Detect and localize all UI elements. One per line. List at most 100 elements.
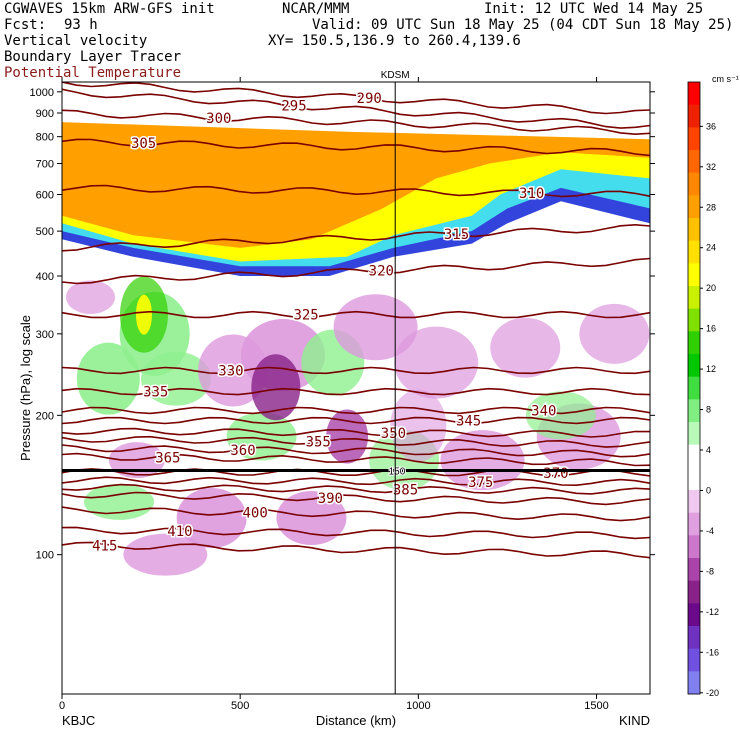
y-tick-label: 700 [36, 159, 54, 171]
velocity-blob [394, 326, 479, 399]
colorbar-swatch [688, 218, 700, 242]
colorbar-label: 24 [706, 243, 716, 253]
colorbar-swatch [688, 603, 700, 627]
y-tick-label: 1000 [30, 87, 54, 99]
colorbar-swatch [688, 354, 700, 378]
colorbar: 36 32 28 24 20 16 12 8 4 0 -4 -8 -12 -16 -20 [687, 81, 719, 698]
valid-time: Valid: 09 UTC Sun 18 May 25 (04 CDT Sun … [312, 17, 734, 33]
theta-contour [62, 138, 650, 157]
theta-contour-label: 365 [155, 451, 180, 467]
velocity-blob [490, 317, 561, 378]
theta-contour [62, 366, 650, 375]
theta-contour-label: 355 [306, 434, 331, 450]
x-tick-label: 500 [231, 700, 249, 712]
colorbar-swatch [688, 422, 700, 446]
theta-contour-label: 345 [456, 413, 481, 429]
x-tick-label: 1000 [406, 700, 430, 712]
y-tick-label: 400 [36, 271, 54, 283]
theta-contour-label: 360 [230, 443, 255, 459]
velocity-fill-layer [62, 82, 650, 576]
colorbar-swatch [688, 671, 700, 695]
theta-contour [62, 223, 650, 252]
velocity-blob [76, 342, 140, 415]
theta-contour-label: 290 [357, 91, 382, 107]
velocity-blob [579, 303, 650, 364]
theta-contour-label: 370 [543, 466, 568, 482]
y-tick-label: 900 [36, 108, 54, 120]
init-time: Init: 12 UTC Wed 14 May 25 [484, 1, 704, 17]
velocity-blob [333, 294, 418, 361]
colorbar-label: -8 [706, 566, 714, 576]
colorbar-swatch [688, 308, 700, 332]
theta-contour [62, 541, 650, 559]
velocity-blob [326, 409, 369, 464]
y-tick-label: 200 [36, 410, 54, 422]
forecast-label: Fcst: [4, 17, 47, 33]
colorbar-swatch [688, 286, 700, 310]
y-tick-label: 300 [36, 329, 54, 341]
theta-contour [62, 427, 650, 438]
field-boundary-layer-tracer: Boundary Layer Tracer [4, 49, 182, 65]
y-tick-label: 800 [36, 132, 54, 144]
theta-contour-layer: 415 410 400 390 385 375 370 365 360 355 350 345 340 3… [62, 82, 650, 559]
colorbar-swatch [688, 376, 700, 400]
theta-contour-label: 415 [92, 539, 117, 555]
terrain-below [62, 82, 650, 140]
colorbar-label: -16 [706, 647, 719, 657]
colorbar-swatch [688, 104, 700, 128]
colorbar-swatch [688, 467, 700, 491]
colorbar-label: 36 [706, 121, 716, 131]
colorbar-label: -12 [706, 607, 719, 617]
theta-contour [62, 406, 650, 415]
x-tick-label: 0 [59, 700, 65, 712]
theta-contour [62, 435, 650, 448]
right-station-label: KIND [619, 713, 650, 728]
theta-contour [62, 82, 650, 115]
y-tick-label: 100 [36, 550, 54, 562]
y-axis-label: Pressure (hPa), log scale [18, 315, 33, 461]
y-tick-label: 600 [36, 189, 54, 201]
colorbar-label: 16 [706, 324, 716, 334]
theta-contour-label: 375 [468, 475, 493, 491]
theta-contour-label: 295 [281, 99, 306, 115]
theta-contour-label: 310 [519, 186, 544, 202]
theta-contour [62, 88, 650, 129]
colorbar-swatch [688, 127, 700, 151]
theta-contour-label: 390 [318, 491, 343, 507]
theta-contour-label: 305 [131, 136, 156, 152]
colorbar-swatch [688, 558, 700, 582]
colorbar-swatch [688, 240, 700, 264]
velocity-blob [135, 294, 152, 335]
x-axis-label: Distance (km) [316, 713, 396, 728]
theta-contour [62, 444, 650, 458]
plot-frame [61, 81, 651, 695]
y-tick-label: 500 [36, 226, 54, 238]
tropopause-label: 150 [389, 466, 406, 477]
theta-contour [62, 491, 650, 506]
forecast-hour: 93 h [64, 17, 98, 33]
colorbar-unit: cm s⁻¹ [712, 74, 739, 84]
colorbar-label: 8 [706, 405, 711, 415]
axes-layer: 0 500 1000 1500 100 200 300 400 500 600 700 800 900 1… [30, 77, 655, 712]
colorbar-swatch [688, 535, 700, 559]
theta-contour [62, 416, 650, 425]
theta-contour-label: 300 [206, 111, 231, 127]
theta-contour-label: 325 [293, 308, 318, 324]
theta-contour [62, 452, 650, 467]
theta-contour [62, 184, 650, 198]
colorbar-swatch [688, 172, 700, 196]
theta-contour-label: 320 [369, 263, 394, 279]
theta-contour [62, 387, 650, 396]
theta-contour [62, 483, 650, 495]
field-vertical-velocity: Vertical velocity [4, 33, 148, 49]
colorbar-label: 20 [706, 283, 716, 293]
model-title: CGWAVES 15km ARW-GFS init [4, 1, 215, 17]
theta-contour [62, 506, 650, 522]
colorbar-label: 4 [706, 445, 711, 455]
theta-contour-label: 330 [218, 363, 243, 379]
station-marker-label: KDSM [381, 70, 410, 81]
theta-contour-label: 350 [381, 426, 406, 442]
colorbar-swatch [688, 331, 700, 355]
theta-contour-label: 315 [444, 227, 469, 243]
